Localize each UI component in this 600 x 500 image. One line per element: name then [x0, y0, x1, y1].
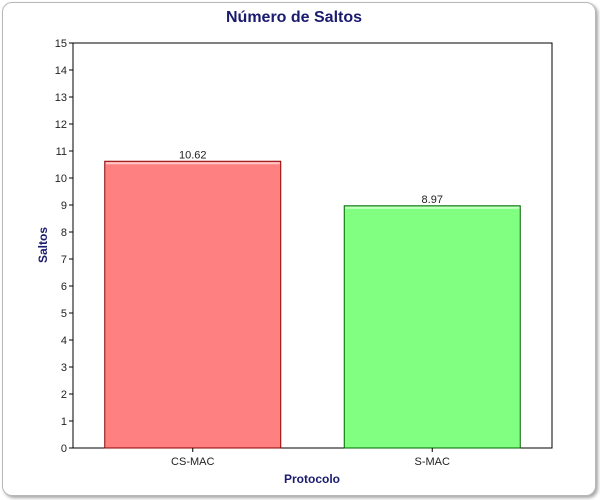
y-axis-label: Saltos	[36, 227, 50, 263]
y-tick-label: 4	[61, 335, 67, 347]
y-tick-label: 9	[61, 200, 67, 212]
y-tick-label: 11	[56, 146, 67, 158]
data-label-cs-mac: 10.62	[179, 149, 207, 161]
y-tick-label: 7	[61, 254, 67, 266]
y-tick-label: 12	[55, 119, 67, 131]
y-tick-label: 10	[55, 173, 67, 185]
y-tick-label: 0	[61, 443, 67, 455]
y-tick-label: 8	[61, 227, 67, 239]
bar-highlight	[345, 206, 520, 209]
y-tick-label: 3	[61, 362, 67, 374]
x-axis-label: Protocolo	[284, 472, 340, 486]
bar-cs-mac	[104, 160, 282, 449]
y-tick-label: 5	[61, 308, 67, 320]
x-tick-label: CS-MAC	[171, 456, 214, 468]
y-tick-label: 15	[55, 38, 67, 50]
y-tick-label: 1	[61, 416, 67, 428]
x-axis: CS-MAC S-MAC	[171, 448, 450, 468]
chart-title: Número de Saltos	[226, 9, 362, 26]
data-label-s-mac: 8.97	[422, 194, 443, 206]
y-tick-label: 2	[61, 389, 67, 401]
bar-s-mac	[343, 205, 521, 449]
y-tick-label: 13	[55, 92, 67, 104]
y-tick-label: 6	[61, 281, 67, 293]
bars: 10.62 8.97	[104, 149, 521, 449]
bar-highlight	[105, 162, 280, 165]
y-tick-label: 14	[55, 65, 67, 77]
x-tick-label: S-MAC	[415, 456, 451, 468]
